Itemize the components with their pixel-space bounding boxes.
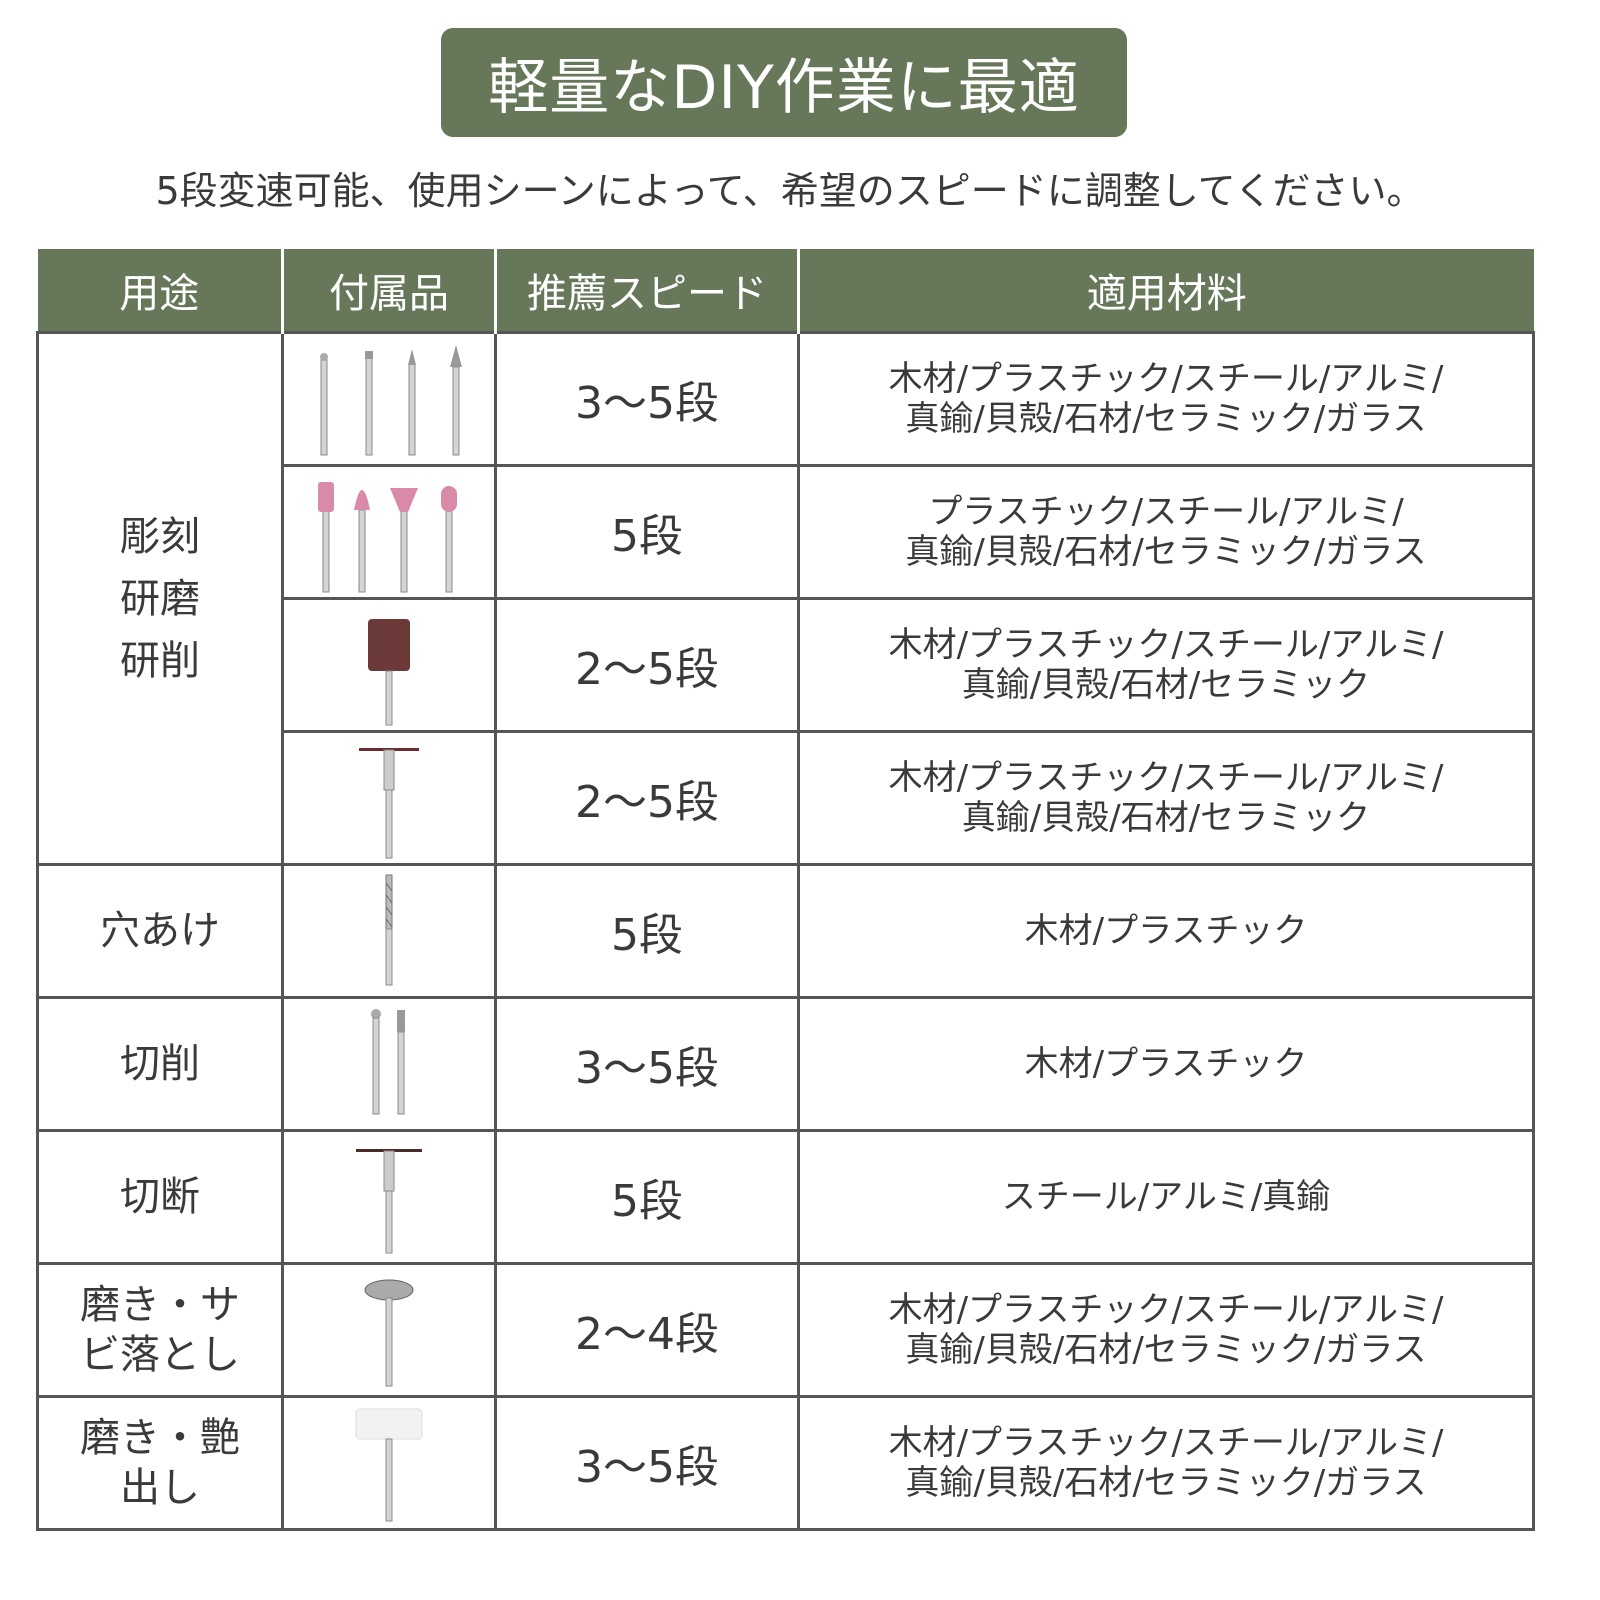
use-label-line: 研磨 [120,575,200,622]
table-row: 切削 3〜5段 木材/プラスチック [36,996,1535,1132]
speed-cell: 3〜5段 [494,331,800,467]
speed-cell: 5段 [494,1129,800,1265]
use-label-line: 穴あけ [100,908,220,954]
materials-line: 木材/プラスチック/スチール/アルミ/ [888,758,1444,798]
accessory-cell [281,464,497,600]
use-cell: 磨き・サ ビ落とし [36,1262,284,1398]
materials-cell: 木材/プラスチック/スチール/アルミ/真鍮/貝殻/石材/セラミック/ガラス [797,331,1535,467]
materials-cell: プラスチック/スチール/アルミ/真鍮/貝殻/石材/セラミック/ガラス [797,464,1535,600]
use-label-line: 彫刻 [120,513,200,560]
materials-line: 木材/プラスチック [1024,1044,1308,1084]
materials-cell: スチール/アルミ/真鍮 [797,1129,1535,1265]
materials-cell: 木材/プラスチック [797,863,1535,999]
use-cell: 穴あけ [36,863,284,999]
cutter-bits-icon [371,1008,405,1114]
header-use: 用途 [37,249,284,333]
use-label-line: 出し [120,1465,200,1511]
materials-line: 真鍮/貝殻/石材/セラミック [961,665,1371,705]
cutting-disc-mandrel-icon [359,747,419,858]
use-label-line: 磨き・艶 [80,1415,240,1461]
wire-wheel-icon [364,1279,414,1386]
accessory-cell [281,863,497,999]
accessory-cell [281,730,497,866]
materials-cell: 木材/プラスチック/スチール/アルミ/真鍮/貝殻/石材/セラミック/ガラス [797,1262,1535,1398]
header-materials: 適用材料 [797,249,1534,333]
drill-bit-icon [385,874,393,985]
use-cell: 彫刻 研磨 研削 [36,331,284,866]
table-row: 2〜5段 木材/プラスチック/スチール/アルミ/真鍮/貝殻/石材/セラミック [38,597,1535,733]
table-row: 彫刻 研磨 研削 3〜5段 木材/プラスチック/スチール/アルミ/真鍮/貝殻/石材/セラ… [36,331,1535,866]
grinding-stones-icon [318,481,457,592]
materials-line: 木材/プラスチック/スチール/アルミ/ [888,625,1444,665]
materials-line: 真鍮/貝殻/石材/セラミック/ガラス [905,1463,1427,1503]
speed-table: 用途 付属品 推薦スピード 適用材料 彫刻 研磨 研削 3〜5段 木材/プラスチック/ス… [36,249,1535,1531]
banner-title: 軽量なDIY作業に最適 [441,28,1127,137]
materials-cell: 木材/プラスチック/スチール/アルミ/真鍮/貝殻/石材/セラミック [797,597,1535,733]
materials-line: スチール/アルミ/真鍮 [1001,1177,1331,1217]
accessory-cell [281,597,497,733]
table-row: 5段 プラスチック/スチール/アルミ/真鍮/貝殻/石材/セラミック/ガラス [38,464,1535,600]
speed-cell: 2〜5段 [494,597,800,733]
table-row: 磨き・艶 出し 3〜5段 木材/プラスチック/スチール/アルミ/真鍮/貝殻/石材/セラ… [36,1395,1535,1531]
use-label-line: 磨き・サ [80,1282,240,1328]
use-label-line: 切削 [120,1041,200,1087]
accessory-cell [281,331,497,467]
engraving-bits-icon [320,344,462,455]
table-row: 切断 5段 スチール/アルミ/真鍮 [36,1129,1535,1265]
use-cell: 切削 [36,996,284,1132]
subtitle: 5段変速可能、使用シーンによって、希望のスピードに調整してください。 [155,169,1425,213]
cutting-disc-icon [356,1148,422,1253]
header-speed: 推薦スピード [494,249,800,333]
accessory-cell [281,1262,497,1398]
materials-line: プラスチック/スチール/アルミ/ [928,492,1404,532]
accessory-cell [281,996,497,1132]
table-row: 穴あけ 5段 木材/プラスチック [36,863,1535,999]
felt-wheel-icon [355,1408,423,1521]
speed-cell: 3〜5段 [494,996,800,1132]
materials-cell: 木材/プラスチック/スチール/アルミ/真鍮/貝殻/石材/セラミック/ガラス [797,1395,1535,1531]
materials-line: 真鍮/貝殻/石材/セラミック/ガラス [905,532,1427,572]
speed-cell: 5段 [494,863,800,999]
speed-cell: 3〜5段 [494,1395,800,1531]
materials-line: 木材/プラスチック/スチール/アルミ/ [888,1423,1444,1463]
use-label-line: ビ落とし [80,1332,240,1378]
table-row: 2〜5段 木材/プラスチック/スチール/アルミ/真鍮/貝殻/石材/セラミック [38,730,1535,866]
materials-cell: 木材/プラスチック [797,996,1535,1132]
materials-line: 真鍮/貝殻/石材/セラミック [961,798,1371,838]
use-cell: 切断 [36,1129,284,1265]
speed-cell: 5段 [494,464,800,600]
materials-line: 真鍮/貝殻/石材/セラミック/ガラス [905,399,1427,439]
materials-line: 木材/プラスチック/スチール/アルミ/ [888,359,1444,399]
materials-line: 真鍮/貝殻/石材/セラミック/ガラス [905,1330,1427,1370]
accessory-cell [281,1395,497,1531]
use-label-line: 研削 [120,637,200,684]
sanding-drum-icon [368,618,410,725]
materials-cell: 木材/プラスチック/スチール/アルミ/真鍮/貝殻/石材/セラミック [797,730,1535,866]
use-cell: 磨き・艶 出し [36,1395,284,1531]
speed-cell: 2〜4段 [494,1262,800,1398]
materials-line: 木材/プラスチック [1024,911,1308,951]
use-label-line: 切断 [120,1174,200,1220]
header-accessory: 付属品 [281,249,497,333]
table-row: 磨き・サ ビ落とし 2〜4段 木材/プラスチック/スチール/アルミ/真鍮/貝殻/石材/… [36,1262,1535,1398]
speed-cell: 2〜5段 [494,730,800,866]
materials-line: 木材/プラスチック/スチール/アルミ/ [888,1290,1444,1330]
accessory-cell [281,1129,497,1265]
